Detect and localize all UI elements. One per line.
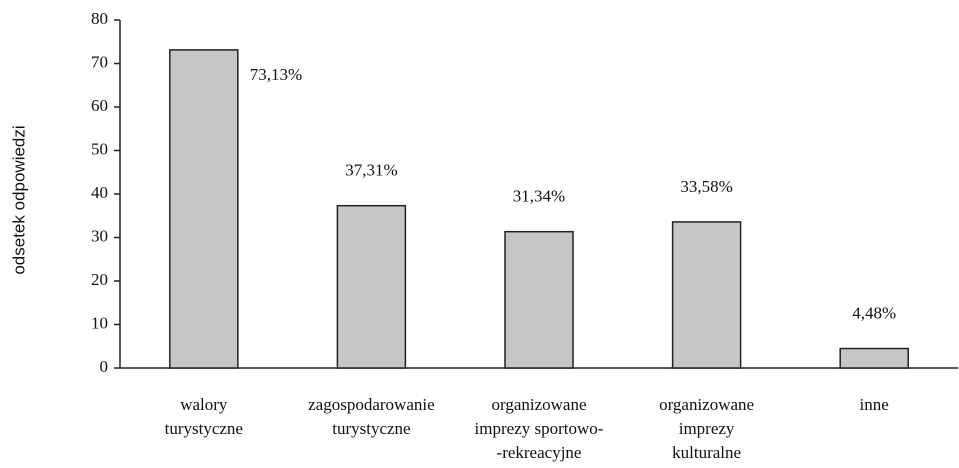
value-label: 33,58% xyxy=(680,177,732,196)
y-axis-label: odsetek odpowiedzi xyxy=(9,125,28,274)
x-tick-label: walory xyxy=(180,395,228,414)
value-label: 4,48% xyxy=(852,303,896,322)
x-tick-label: inne xyxy=(860,395,889,414)
bar xyxy=(504,230,574,369)
x-tick-label: -rekreacyjne xyxy=(497,443,582,462)
y-tick-label: 50 xyxy=(91,139,108,158)
y-tick-label: 60 xyxy=(91,96,108,115)
x-tick-label: kulturalne xyxy=(672,443,741,462)
bar xyxy=(839,347,909,369)
x-tick-label: imprezy xyxy=(679,419,735,438)
value-label: 31,34% xyxy=(513,187,565,206)
y-tick-label: 70 xyxy=(91,52,108,71)
y-tick-label: 0 xyxy=(100,357,109,376)
x-tick-label: organizowane xyxy=(491,395,586,414)
x-tick-label: organizowane xyxy=(659,395,754,414)
y-tick-label: 20 xyxy=(91,270,108,289)
bar xyxy=(169,49,239,369)
y-tick-label: 40 xyxy=(91,183,108,202)
bar xyxy=(336,204,407,369)
x-tick-label: turystyczne xyxy=(332,419,410,438)
value-label: 37,31% xyxy=(345,161,397,180)
y-tick-label: 30 xyxy=(91,226,108,245)
y-tick-label: 10 xyxy=(91,313,108,332)
value-label: 73,13% xyxy=(250,65,302,84)
bar xyxy=(671,221,742,369)
y-tick-label: 80 xyxy=(91,9,108,28)
x-tick-label: imprezy sportowo- xyxy=(475,419,604,438)
x-tick-label: turystyczne xyxy=(165,419,243,438)
x-tick-label: zagospodarowanie xyxy=(308,395,435,414)
